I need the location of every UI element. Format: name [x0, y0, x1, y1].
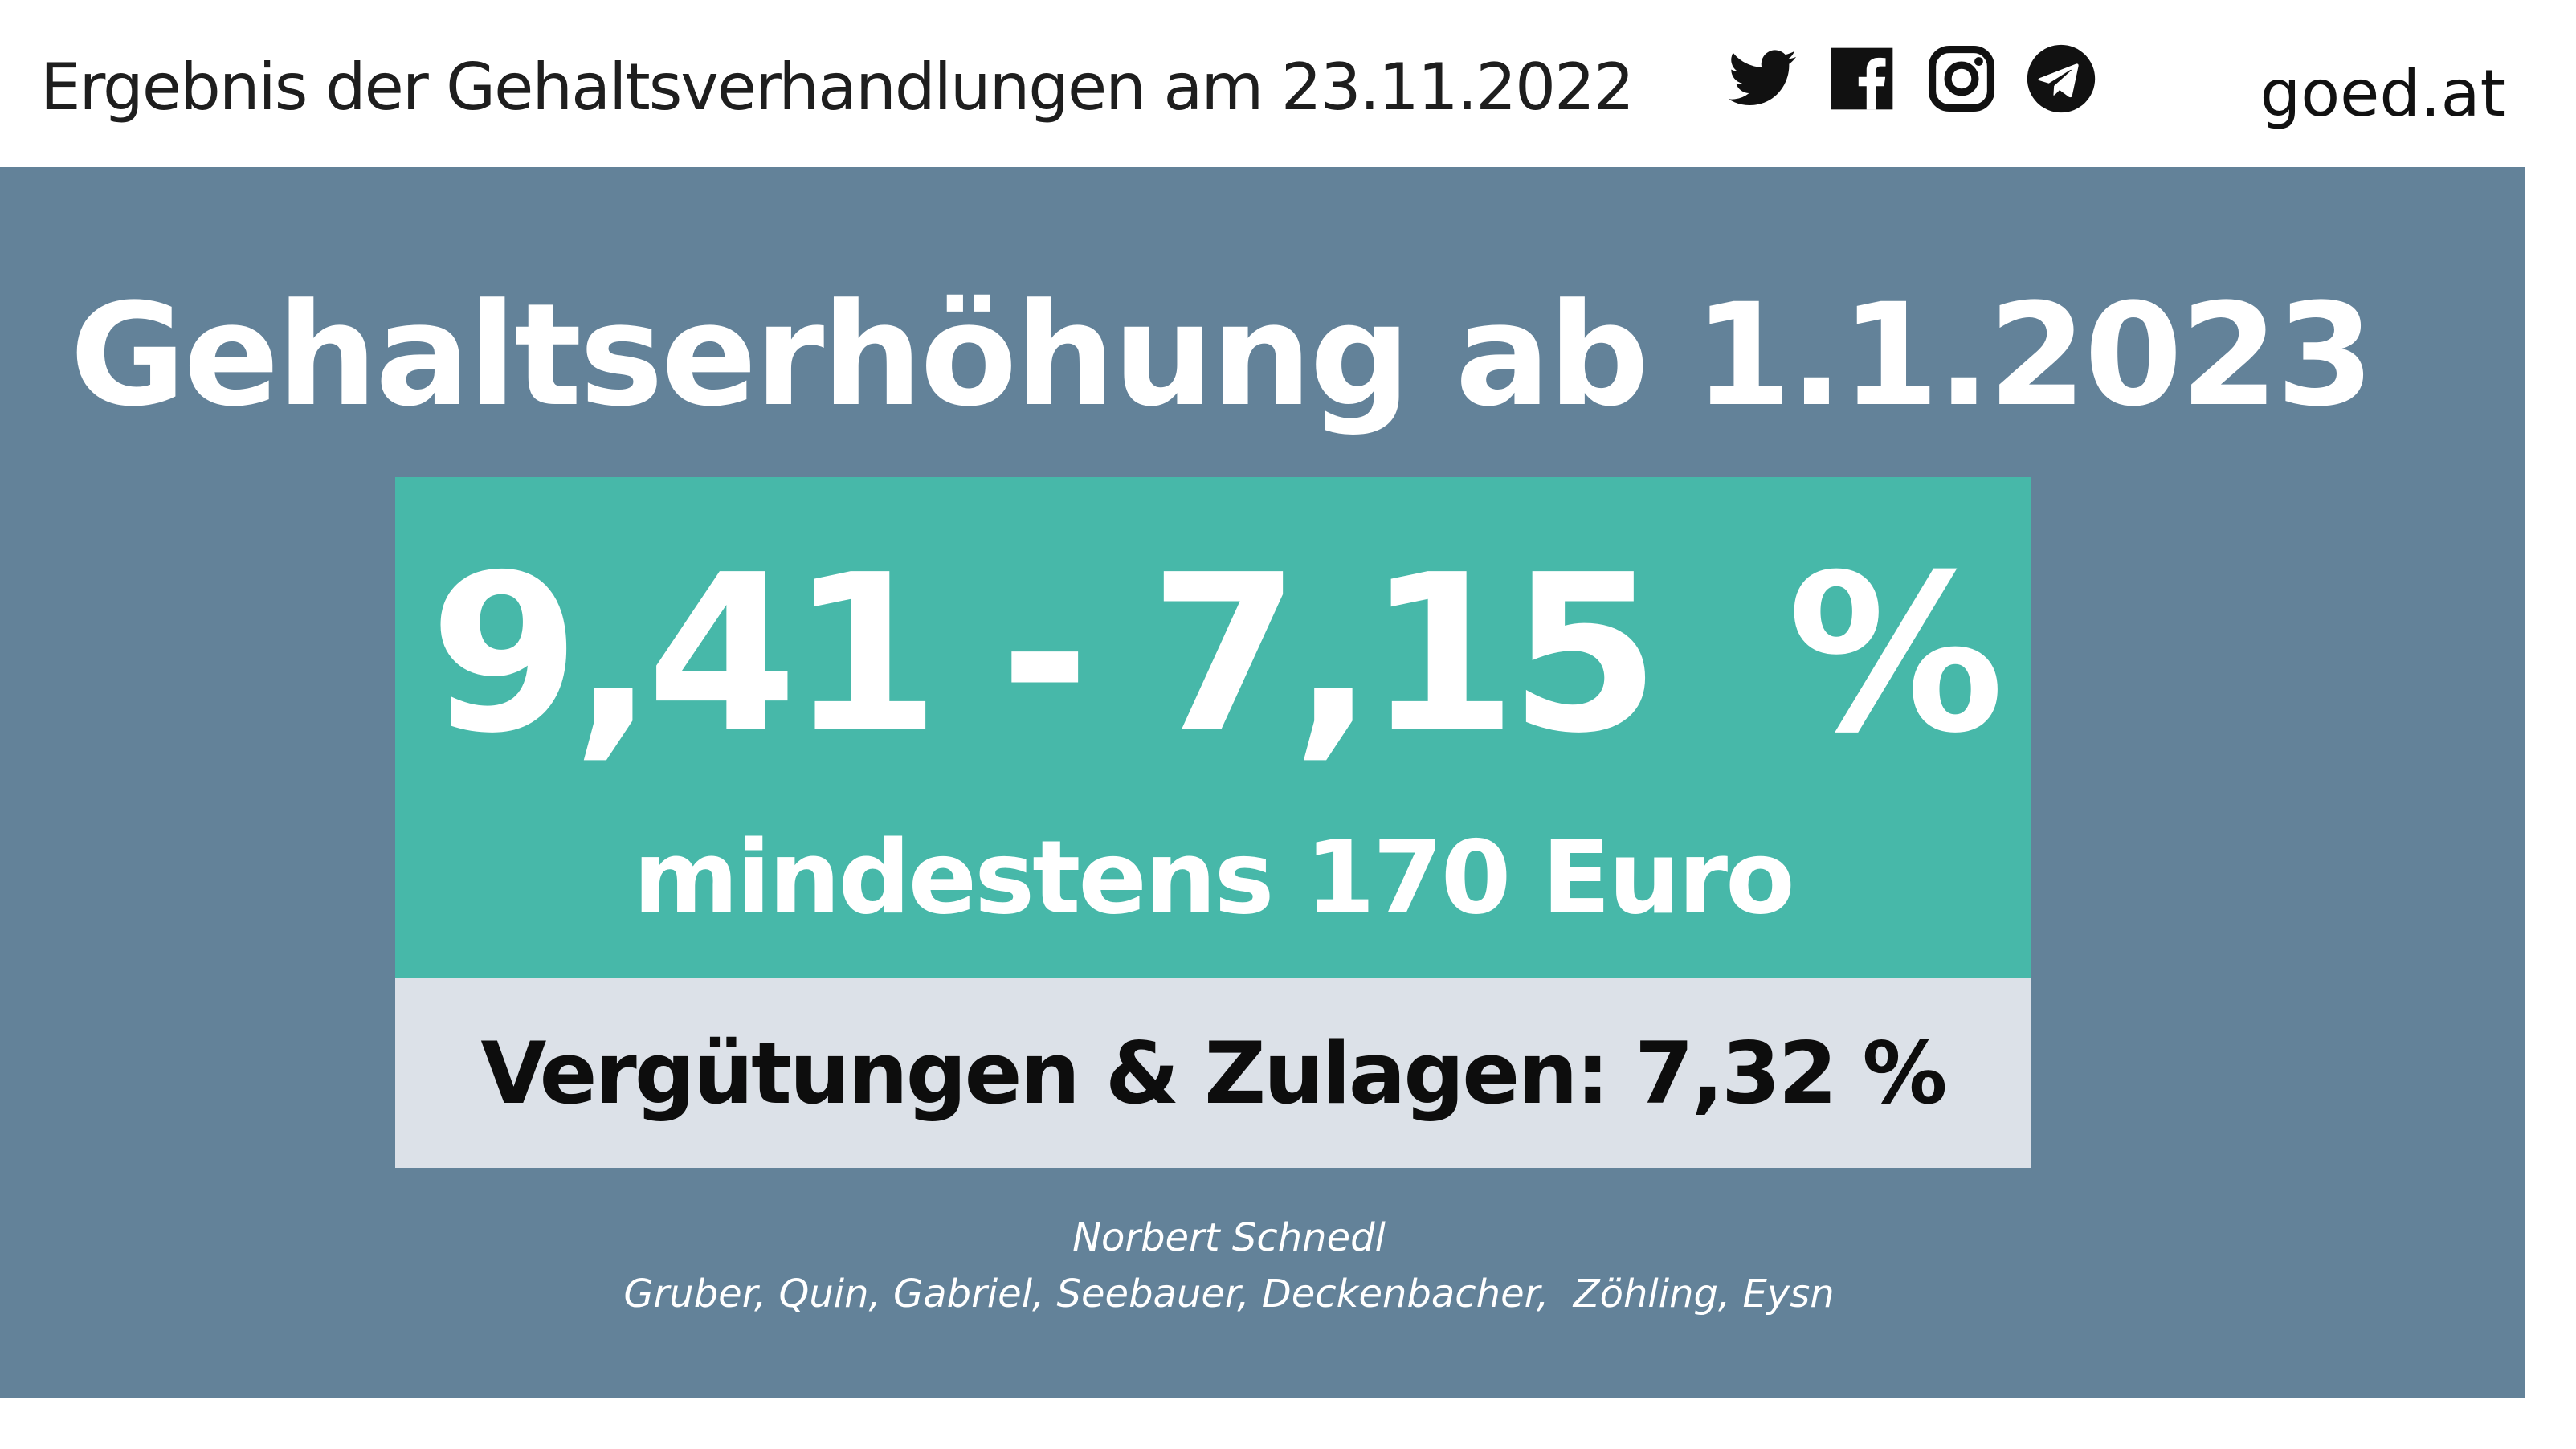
- allowances-text: Vergütungen & Zulagen: 7,32 %: [480, 1024, 1947, 1123]
- negotiator-name: Norbert Schnedl: [1072, 1215, 1386, 1260]
- minimum-amount: mindestens 170 Euro: [633, 818, 1794, 937]
- header-title: Ergebnis der Gehaltsverhandlungen am 23.…: [40, 50, 1635, 124]
- raise-range: 9,41 - 7,15 %: [429, 528, 2005, 781]
- page-title: Gehaltserhöhung ab 1.1.2023: [69, 273, 2374, 438]
- result-panel: Gehaltserhöhung ab 1.1.2023 9,41 - 7,15 …: [0, 167, 2525, 1398]
- twitter-icon[interactable]: [1725, 42, 1799, 116]
- instagram-icon[interactable]: [1925, 42, 1998, 116]
- facebook-icon[interactable]: [1825, 42, 1899, 116]
- raise-box: 9,41 - 7,15 % mindestens 170 Euro: [395, 477, 2031, 978]
- team-names: Gruber, Quin, Gabriel, Seebauer, Deckenb…: [623, 1271, 1835, 1316]
- telegram-icon[interactable]: [2024, 42, 2098, 116]
- brand-link[interactable]: goed.at: [2260, 56, 2505, 131]
- allowances-box: Vergütungen & Zulagen: 7,32 %: [395, 978, 2031, 1168]
- social-icons: [1725, 42, 2098, 116]
